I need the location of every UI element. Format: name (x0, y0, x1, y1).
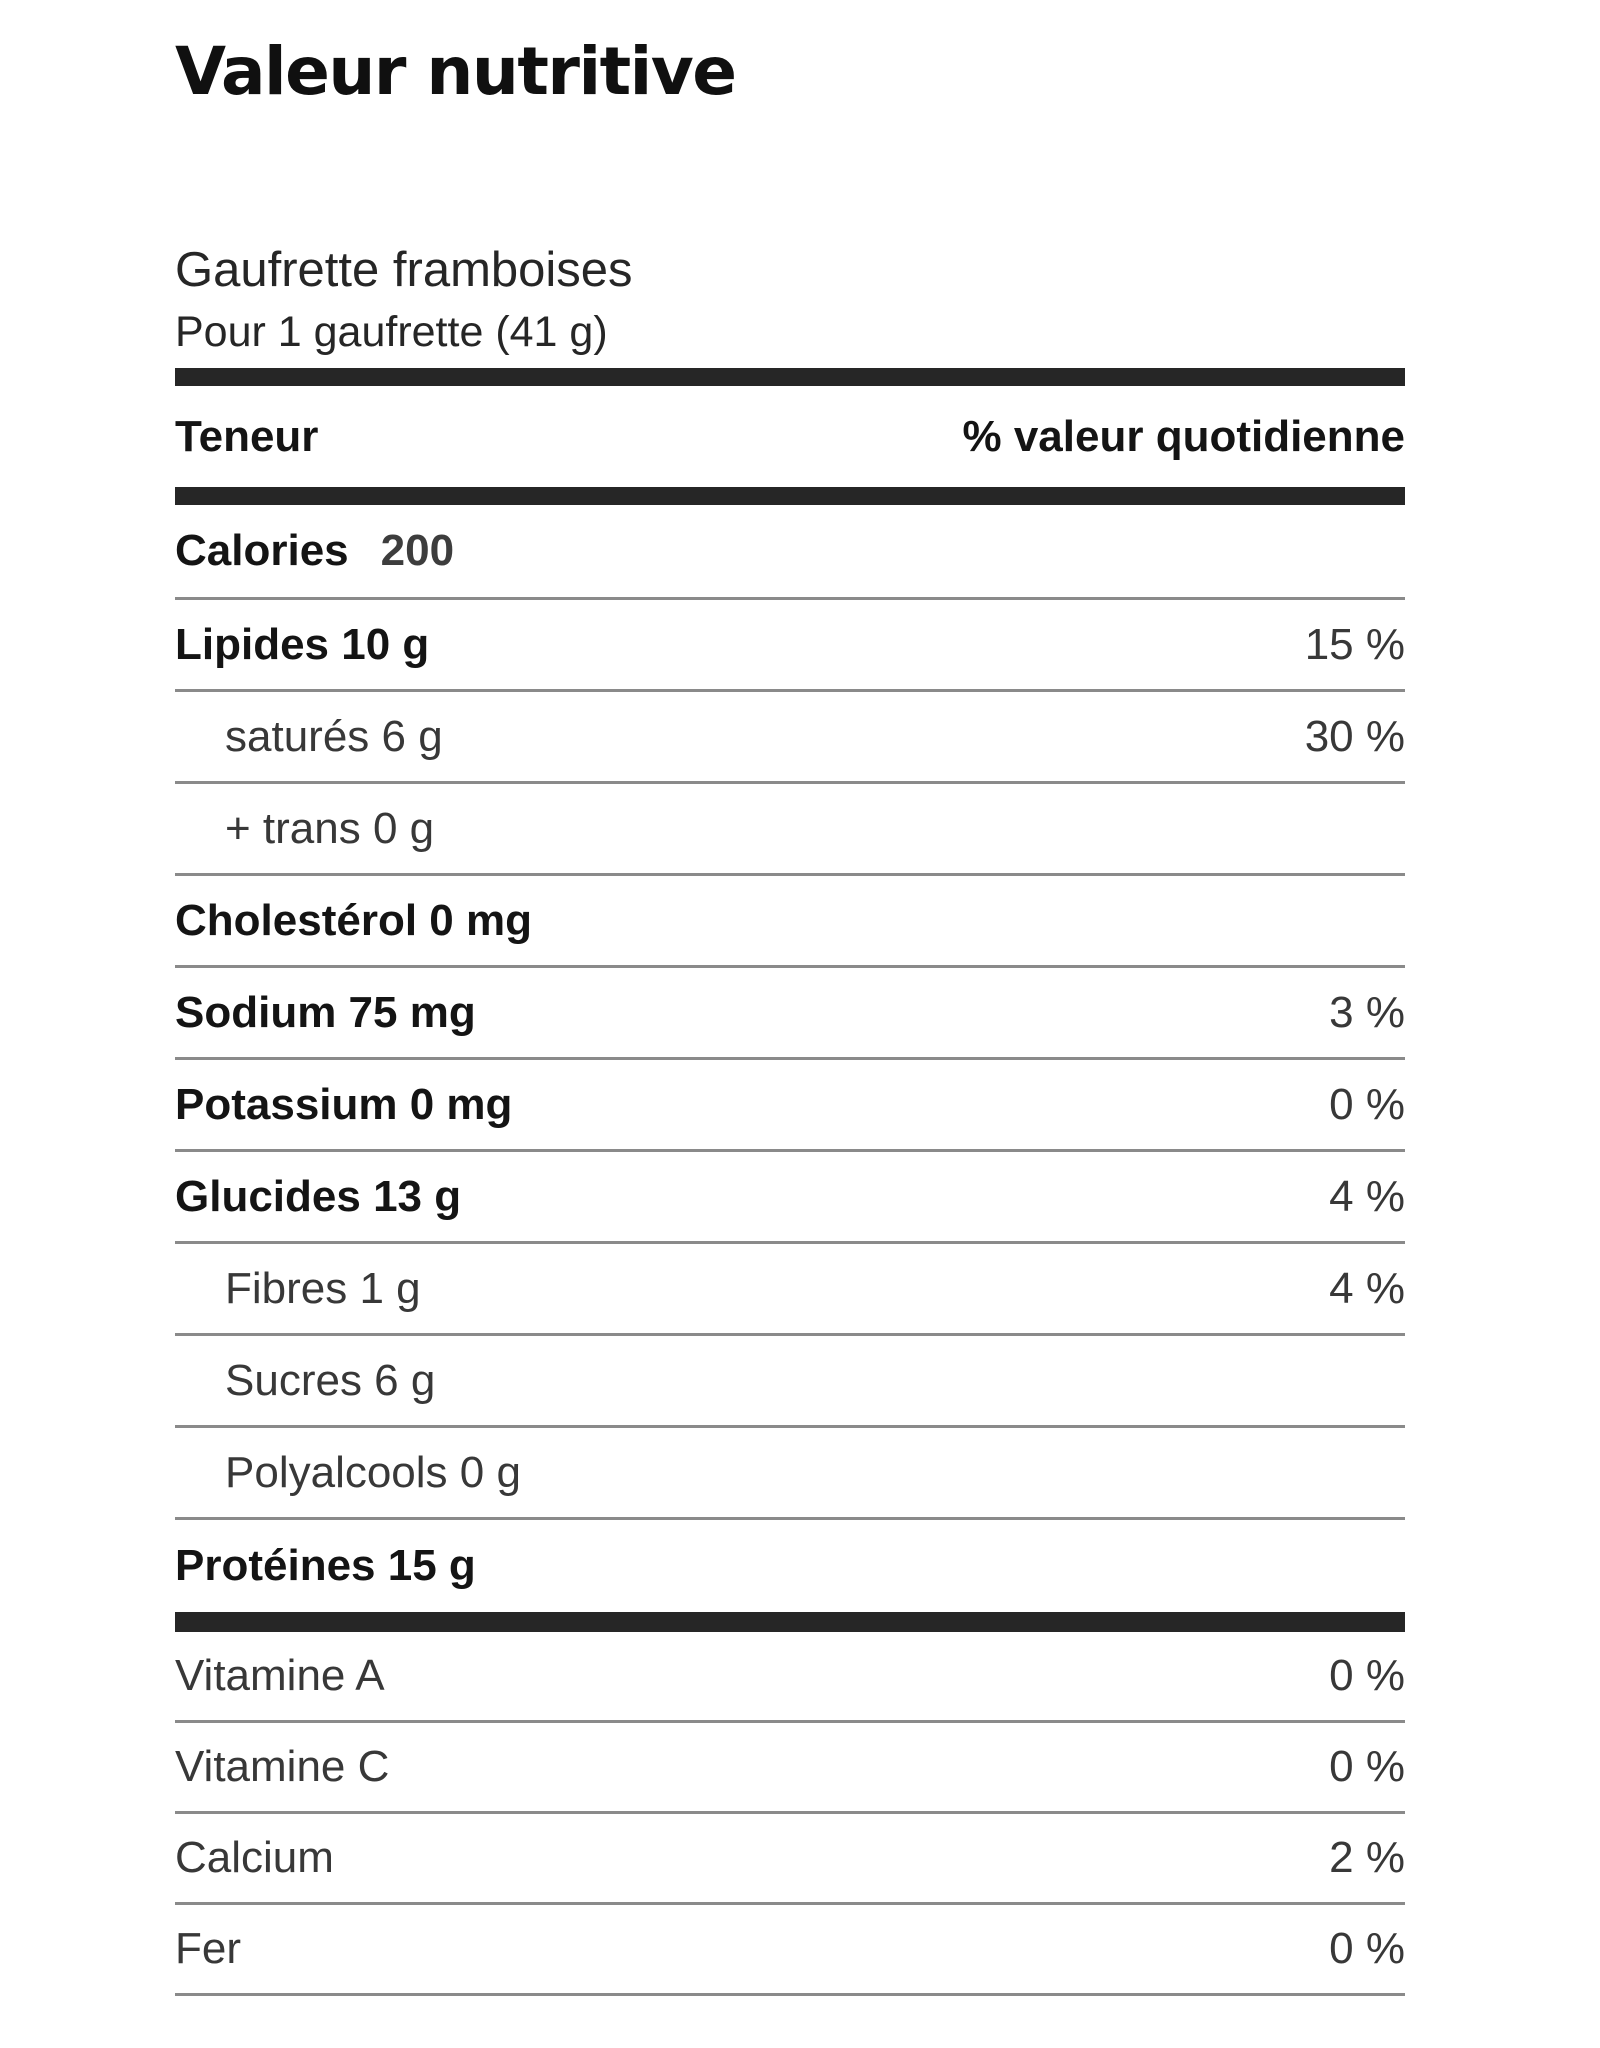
separator-bar-micronutrients (175, 1612, 1405, 1632)
row-glucides: Glucides 13 g 4 % (175, 1152, 1405, 1244)
row-cholesterol: Cholestérol 0 mg (175, 876, 1405, 968)
row-potassium: Potassium 0 mg 0 % (175, 1060, 1405, 1152)
row-satures: saturés 6 g 30 % (175, 692, 1405, 784)
row-sucres: Sucres 6 g (175, 1336, 1405, 1428)
nutrient-name: Lipides 10 g (175, 619, 430, 669)
nutrient-daily-value: 0 % (1329, 1079, 1405, 1129)
serving-size: Pour 1 gaufrette (41 g) (175, 308, 608, 356)
nutrient-daily-value: 2 % (1329, 1833, 1405, 1882)
row-calcium: Calcium 2 % (175, 1814, 1405, 1905)
header-daily-value-label: % valeur quotidienne (962, 411, 1405, 461)
nutrient-daily-value: 30 % (1304, 711, 1405, 761)
separator-bar-header (175, 487, 1405, 505)
nutrient-name: Polyalcools 0 g (225, 1447, 521, 1497)
nutrient-name: + trans 0 g (225, 803, 435, 853)
nutrient-daily-value: 0 % (1329, 1742, 1405, 1791)
nutrient-daily-value: 4 % (1329, 1263, 1405, 1313)
nutrient-daily-value: 3 % (1329, 987, 1405, 1037)
row-calories: Calories 200 (175, 505, 1405, 600)
nutrient-name: Protéines 15 g (175, 1541, 476, 1590)
row-fibres: Fibres 1 g 4 % (175, 1244, 1405, 1336)
product-name: Gaufrette framboises (175, 243, 633, 297)
nutrient-name: Sodium 75 mg (175, 987, 476, 1037)
row-vitamine-a: Vitamine A 0 % (175, 1632, 1405, 1723)
header-amount-label: Teneur (175, 411, 319, 461)
row-sodium: Sodium 75 mg 3 % (175, 968, 1405, 1060)
calories-value: 200 (380, 526, 455, 575)
nutrient-daily-value: 0 % (1329, 1924, 1405, 1973)
nutrient-name: saturés 6 g (225, 711, 443, 761)
page-title: Valeur nutritive (175, 33, 737, 110)
nutrition-facts-label: Valeur nutritive Gaufrette framboises Po… (175, 0, 1405, 1996)
table-header-row: Teneur % valeur quotidienne (175, 386, 1405, 487)
row-vitamine-c: Vitamine C 0 % (175, 1723, 1405, 1814)
row-trans: + trans 0 g (175, 784, 1405, 876)
row-fer: Fer 0 % (175, 1905, 1405, 1996)
nutrient-name: Sucres 6 g (225, 1355, 436, 1405)
nutrient-daily-value: 4 % (1329, 1171, 1405, 1221)
nutrient-name: Fibres 1 g (225, 1263, 421, 1313)
row-lipides: Lipides 10 g 15 % (175, 600, 1405, 692)
nutrient-name: Calcium (175, 1833, 334, 1882)
nutrient-name: Vitamine C (175, 1742, 390, 1791)
nutrient-name: Potassium 0 mg (175, 1079, 513, 1129)
nutrient-name: Glucides 13 g (175, 1171, 462, 1221)
separator-bar-top (175, 368, 1405, 386)
row-polyalcools: Polyalcools 0 g (175, 1428, 1405, 1520)
nutrient-daily-value: 0 % (1329, 1651, 1405, 1700)
nutrient-name: Fer (175, 1924, 241, 1973)
calories-label: Calories (175, 526, 349, 575)
nutrient-daily-value: 15 % (1304, 619, 1405, 669)
row-proteines: Protéines 15 g (175, 1520, 1405, 1612)
nutrient-name: Cholestérol 0 mg (175, 895, 532, 945)
nutrient-name: Vitamine A (175, 1651, 385, 1700)
